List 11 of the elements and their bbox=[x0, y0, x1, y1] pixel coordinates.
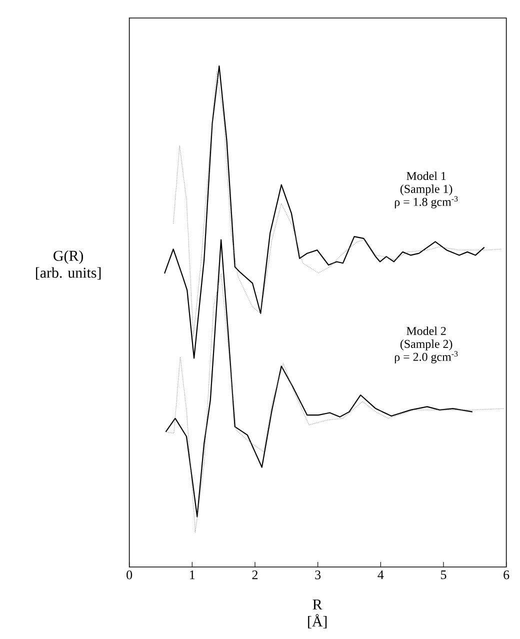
x-axis-title: R [Å] bbox=[308, 600, 326, 628]
x-tick-label: 0 bbox=[126, 570, 132, 580]
x-tick-label: 3 bbox=[315, 570, 320, 580]
y-axis-title: G(R) [arb. units] bbox=[36, 250, 100, 280]
annotation: Model 1 (Sample 1) ρ = 1.8 gcm$^{-3}$ bbox=[394, 172, 458, 208]
x-tick-label: 5 bbox=[440, 570, 446, 580]
x-tick-label: 6 bbox=[503, 570, 510, 580]
x-tick-label: 1 bbox=[190, 570, 194, 580]
annotation: Model 2 (Sample 2) ρ = 2.0 gcm$^{-3}$ bbox=[394, 326, 458, 364]
x-tick-label: 4 bbox=[378, 570, 384, 580]
x-tick-label: 2 bbox=[252, 570, 258, 580]
